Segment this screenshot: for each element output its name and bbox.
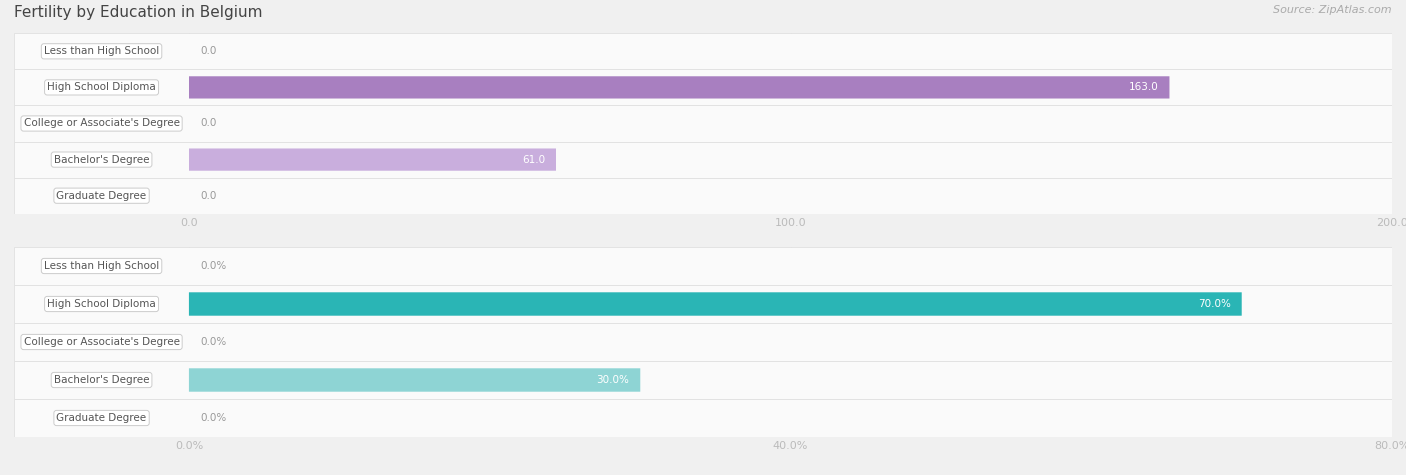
Text: 0.0: 0.0 — [200, 190, 217, 201]
FancyBboxPatch shape — [14, 69, 1392, 105]
FancyBboxPatch shape — [14, 178, 1392, 214]
Text: 0.0%: 0.0% — [200, 413, 226, 423]
Text: Graduate Degree: Graduate Degree — [56, 190, 146, 201]
Text: 0.0: 0.0 — [200, 118, 217, 129]
FancyBboxPatch shape — [14, 105, 1392, 142]
Text: 61.0: 61.0 — [522, 154, 546, 165]
FancyBboxPatch shape — [14, 285, 1392, 323]
Text: High School Diploma: High School Diploma — [48, 299, 156, 309]
Text: Bachelor's Degree: Bachelor's Degree — [53, 154, 149, 165]
Text: 0.0%: 0.0% — [200, 261, 226, 271]
FancyBboxPatch shape — [14, 33, 1392, 69]
Text: 0.0: 0.0 — [200, 46, 217, 57]
FancyBboxPatch shape — [188, 368, 640, 392]
FancyBboxPatch shape — [14, 247, 1392, 285]
Text: College or Associate's Degree: College or Associate's Degree — [24, 118, 180, 129]
FancyBboxPatch shape — [188, 149, 555, 171]
FancyBboxPatch shape — [188, 76, 1170, 98]
Text: Graduate Degree: Graduate Degree — [56, 413, 146, 423]
FancyBboxPatch shape — [14, 142, 1392, 178]
Text: 30.0%: 30.0% — [596, 375, 628, 385]
FancyBboxPatch shape — [14, 399, 1392, 437]
Text: 0.0%: 0.0% — [200, 337, 226, 347]
Text: Source: ZipAtlas.com: Source: ZipAtlas.com — [1274, 5, 1392, 15]
Text: College or Associate's Degree: College or Associate's Degree — [24, 337, 180, 347]
FancyBboxPatch shape — [14, 323, 1392, 361]
Text: High School Diploma: High School Diploma — [48, 82, 156, 93]
FancyBboxPatch shape — [188, 292, 1241, 316]
Text: 70.0%: 70.0% — [1198, 299, 1230, 309]
Text: Bachelor's Degree: Bachelor's Degree — [53, 375, 149, 385]
FancyBboxPatch shape — [14, 361, 1392, 399]
Text: Fertility by Education in Belgium: Fertility by Education in Belgium — [14, 5, 263, 20]
Text: 163.0: 163.0 — [1129, 82, 1159, 93]
Text: Less than High School: Less than High School — [44, 46, 159, 57]
Text: Less than High School: Less than High School — [44, 261, 159, 271]
